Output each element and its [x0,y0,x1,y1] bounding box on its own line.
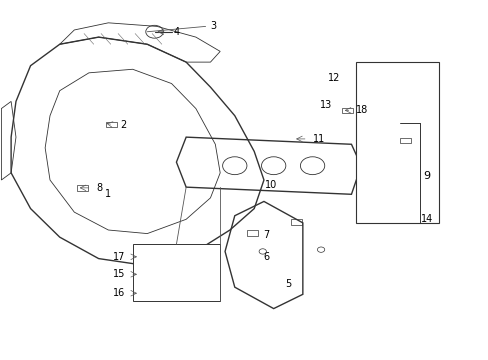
Bar [341,108,352,113]
Text: 17: 17 [113,252,125,262]
Text: 7: 7 [263,230,269,240]
Text: 6: 6 [263,252,269,262]
Text: 1: 1 [105,189,111,199]
Text: 15: 15 [113,269,125,279]
FancyBboxPatch shape [132,244,220,301]
Text: 2: 2 [120,120,126,130]
Text: 5: 5 [285,279,291,289]
Text: 16: 16 [113,288,125,298]
Text: 12: 12 [327,73,340,83]
Text: 9: 9 [423,171,429,181]
Bar [140,254,151,260]
Bar [140,272,147,277]
Text: 11: 11 [312,134,324,144]
FancyBboxPatch shape [356,62,438,223]
Text: 8: 8 [96,183,102,193]
Bar [106,122,117,127]
Text: 14: 14 [420,214,432,224]
Text: 13: 13 [320,100,332,110]
Text: 3: 3 [210,21,216,31]
Bar [140,291,147,296]
Bar [77,185,87,190]
Bar [399,138,410,143]
Text: 10: 10 [264,180,277,190]
Text: 4: 4 [174,27,180,37]
Text: 18: 18 [356,105,368,115]
Bar [290,220,301,225]
Bar [246,230,257,235]
